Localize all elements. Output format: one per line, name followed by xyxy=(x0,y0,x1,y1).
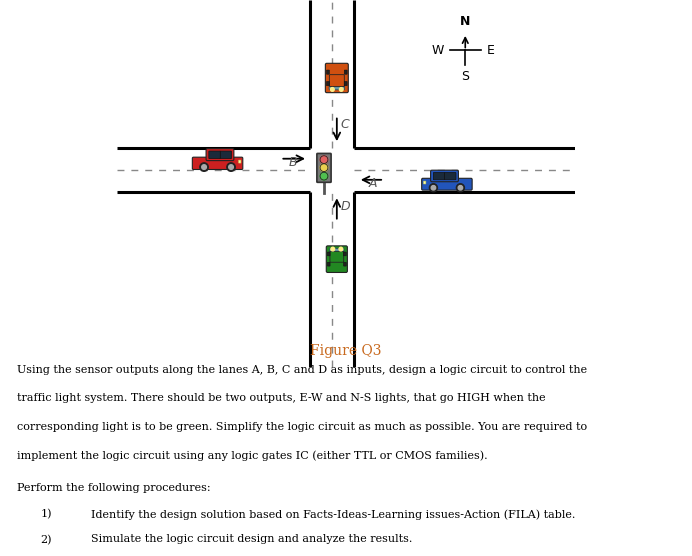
FancyBboxPatch shape xyxy=(325,63,348,93)
FancyBboxPatch shape xyxy=(327,70,329,74)
FancyBboxPatch shape xyxy=(327,252,330,256)
FancyBboxPatch shape xyxy=(444,172,456,180)
FancyBboxPatch shape xyxy=(430,170,458,182)
FancyBboxPatch shape xyxy=(220,151,231,158)
Text: W: W xyxy=(432,44,444,57)
Text: Perform the following procedures:: Perform the following procedures: xyxy=(17,483,211,493)
Circle shape xyxy=(331,88,334,91)
Circle shape xyxy=(431,186,436,190)
Text: 2): 2) xyxy=(41,534,52,545)
Circle shape xyxy=(200,163,208,171)
Circle shape xyxy=(339,247,343,251)
Text: 1): 1) xyxy=(41,509,52,520)
Text: implement the logic circuit using any logic gates IC (either TTL or CMOS familie: implement the logic circuit using any lo… xyxy=(17,450,488,461)
Circle shape xyxy=(456,183,464,192)
FancyBboxPatch shape xyxy=(327,262,330,266)
FancyBboxPatch shape xyxy=(344,70,347,74)
FancyBboxPatch shape xyxy=(239,160,241,163)
Circle shape xyxy=(340,88,343,91)
Circle shape xyxy=(202,165,206,170)
FancyBboxPatch shape xyxy=(206,148,234,161)
Text: Identify the design solution based on Facts-Ideas-Learning issues-Action (FILA) : Identify the design solution based on Fa… xyxy=(91,509,576,520)
Text: traffic light system. There should be two outputs, E-W and N-S lights, that go H: traffic light system. There should be tw… xyxy=(17,393,546,403)
Circle shape xyxy=(458,186,463,190)
FancyBboxPatch shape xyxy=(421,178,472,190)
FancyBboxPatch shape xyxy=(343,252,346,256)
FancyBboxPatch shape xyxy=(326,246,347,272)
Polygon shape xyxy=(318,161,329,164)
Circle shape xyxy=(320,156,328,163)
Text: A: A xyxy=(368,177,377,190)
Text: Using the sensor outputs along the lanes A, B, C and D as inputs, design a logic: Using the sensor outputs along the lanes… xyxy=(17,365,588,375)
Text: N: N xyxy=(460,14,471,27)
FancyBboxPatch shape xyxy=(433,172,445,180)
FancyBboxPatch shape xyxy=(344,82,347,86)
Circle shape xyxy=(320,172,328,180)
Polygon shape xyxy=(318,169,329,172)
FancyBboxPatch shape xyxy=(330,251,344,262)
Circle shape xyxy=(320,164,328,172)
Text: corresponding light is to be green. Simplify the logic circuit as much as possib: corresponding light is to be green. Simp… xyxy=(17,422,588,432)
Text: B: B xyxy=(289,156,297,169)
Text: D: D xyxy=(340,200,350,213)
FancyBboxPatch shape xyxy=(327,82,329,86)
FancyBboxPatch shape xyxy=(192,157,243,170)
Circle shape xyxy=(227,163,235,171)
FancyBboxPatch shape xyxy=(329,249,344,256)
FancyBboxPatch shape xyxy=(343,262,346,266)
Text: S: S xyxy=(462,70,469,83)
Text: E: E xyxy=(486,44,494,57)
FancyBboxPatch shape xyxy=(424,181,426,184)
Circle shape xyxy=(331,247,335,251)
Polygon shape xyxy=(318,177,329,181)
FancyBboxPatch shape xyxy=(209,151,220,158)
FancyBboxPatch shape xyxy=(329,82,345,90)
Text: Simulate the logic circuit design and analyze the results.: Simulate the logic circuit design and an… xyxy=(91,534,412,544)
FancyBboxPatch shape xyxy=(329,75,345,87)
Circle shape xyxy=(430,183,437,192)
Text: Figure Q3: Figure Q3 xyxy=(310,344,382,358)
Circle shape xyxy=(229,165,233,170)
Text: C: C xyxy=(340,118,349,131)
FancyBboxPatch shape xyxy=(317,153,331,182)
